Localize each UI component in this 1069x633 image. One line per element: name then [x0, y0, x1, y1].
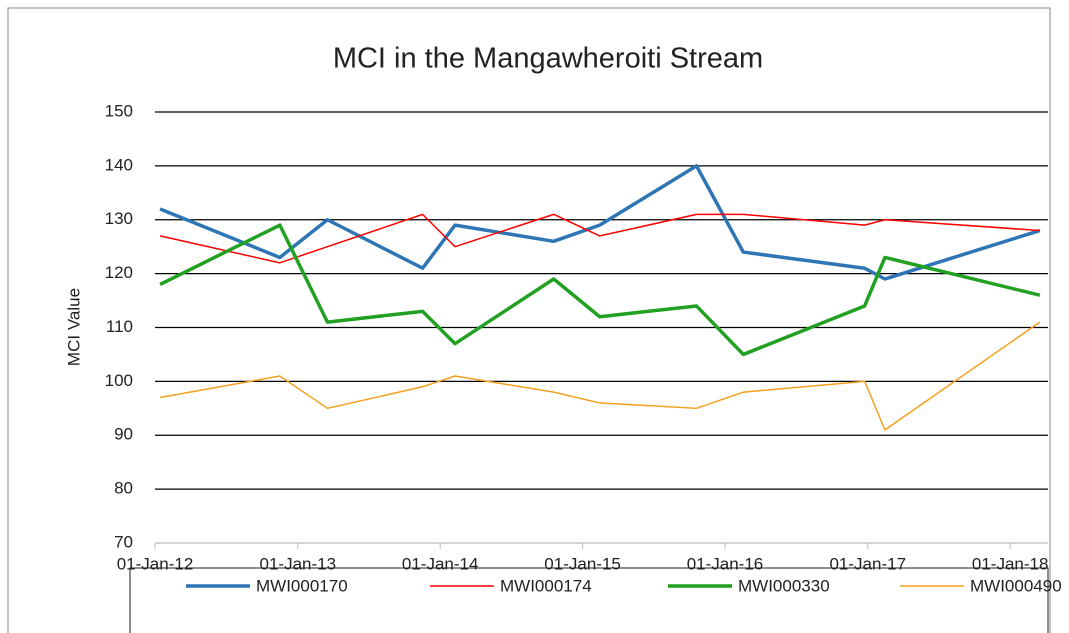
legend-label: MWI000170: [256, 576, 348, 595]
x-tick-label: 01-Jan-15: [544, 554, 621, 573]
x-tick-label: 01-Jan-12: [117, 554, 194, 573]
legend-label: MWI000330: [738, 576, 830, 595]
legend-label: MWI000174: [500, 576, 592, 595]
chart-title: MCI in the Mangawheroiti Stream: [333, 43, 763, 75]
y-tick-label: 100: [105, 371, 133, 390]
y-tick-label: 130: [105, 209, 133, 228]
legend-box: [129, 567, 1049, 633]
series-line: [159, 213, 1040, 264]
y-tick-label: 70: [114, 532, 133, 551]
series-line: [159, 321, 1041, 431]
y-tick-label: 90: [114, 425, 133, 444]
chart-frame: [7, 7, 1051, 633]
x-tick-label: 01-Jan-13: [260, 554, 337, 573]
series-line: [159, 164, 1041, 281]
y-tick-label: 150: [105, 101, 133, 120]
x-tick-label: 01-Jan-14: [402, 554, 479, 573]
y-tick-label: 110: [106, 317, 133, 336]
y-tick-label: 140: [105, 155, 133, 174]
y-tick-label: 80: [114, 479, 133, 498]
x-tick-label: 01-Jan-16: [687, 554, 764, 573]
y-axis-label: MCI Value: [64, 288, 83, 366]
y-tick-label: 120: [105, 263, 133, 282]
legend-label: MWI000490: [970, 576, 1062, 595]
x-tick-label: 01-Jan-17: [829, 554, 906, 573]
series-line: [159, 223, 1041, 357]
x-tick-label: 01-Jan-18: [972, 554, 1049, 573]
